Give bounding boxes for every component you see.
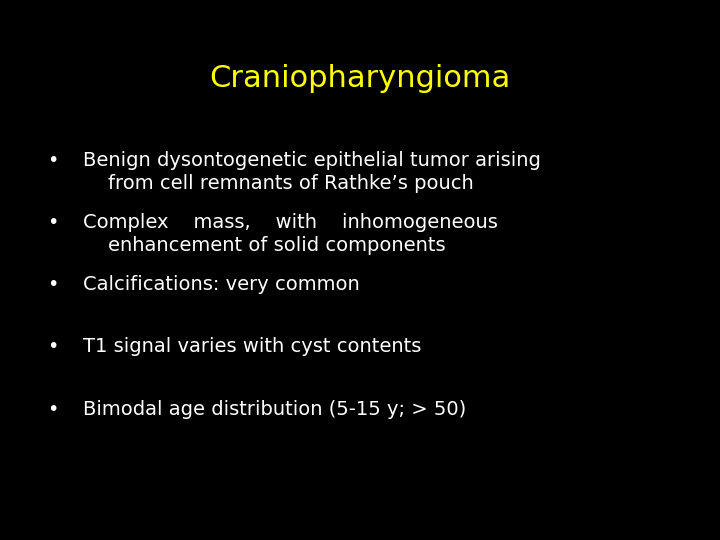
Text: •: • — [47, 213, 58, 232]
Text: Calcifications: very common: Calcifications: very common — [83, 275, 359, 294]
Text: •: • — [47, 275, 58, 294]
Text: •: • — [47, 151, 58, 170]
Text: Craniopharyngioma: Craniopharyngioma — [210, 64, 510, 93]
Text: Bimodal age distribution (5-15 y; > 50): Bimodal age distribution (5-15 y; > 50) — [83, 400, 466, 419]
Text: Complex    mass,    with    inhomogeneous
    enhancement of solid components: Complex mass, with inhomogeneous enhance… — [83, 213, 498, 255]
Text: Benign dysontogenetic epithelial tumor arising
    from cell remnants of Rathke’: Benign dysontogenetic epithelial tumor a… — [83, 151, 541, 193]
Text: •: • — [47, 400, 58, 419]
Text: T1 signal varies with cyst contents: T1 signal varies with cyst contents — [83, 338, 421, 356]
Text: •: • — [47, 338, 58, 356]
